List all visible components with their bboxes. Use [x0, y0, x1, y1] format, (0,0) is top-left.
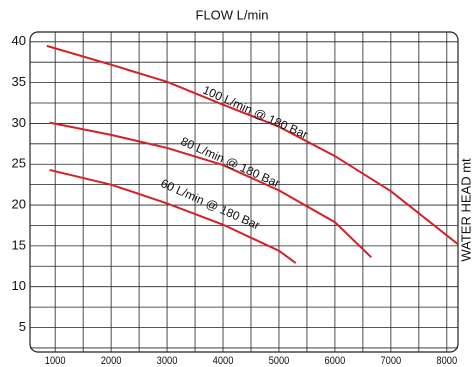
x-tick-label: 2000 — [101, 355, 122, 367]
chart-title: FLOW L/min — [196, 7, 269, 22]
y-tick-label: 5 — [19, 319, 26, 334]
y-tick-label: 15 — [12, 237, 26, 252]
y-axis-label: WATER HEAD mt — [458, 158, 473, 262]
x-tick-label: 7000 — [380, 355, 401, 367]
y-tick-label: 25 — [12, 156, 26, 171]
line-series — [46, 44, 459, 246]
x-tick-label: 4000 — [213, 355, 234, 367]
series-label: 80 L/min @ 180 Bar — [179, 134, 282, 190]
x-tick-label: 8000 — [436, 355, 457, 367]
y-tick-label: 10 — [12, 278, 26, 293]
line-series — [49, 168, 297, 264]
x-tick-label: 6000 — [325, 355, 346, 367]
x-tick-label: 3000 — [157, 355, 178, 367]
y-tick-label: 40 — [12, 33, 26, 48]
x-tick-label: 1000 — [45, 355, 66, 367]
y-tick-label: 20 — [12, 196, 26, 211]
y-tick-label: 35 — [12, 74, 26, 89]
x-tick-label: 5000 — [269, 355, 290, 367]
line-series — [49, 121, 372, 259]
y-tick-label: 30 — [12, 115, 26, 130]
plot-frame — [29, 31, 459, 353]
series-label: 100 L/min @ 180 Bar — [201, 83, 310, 142]
